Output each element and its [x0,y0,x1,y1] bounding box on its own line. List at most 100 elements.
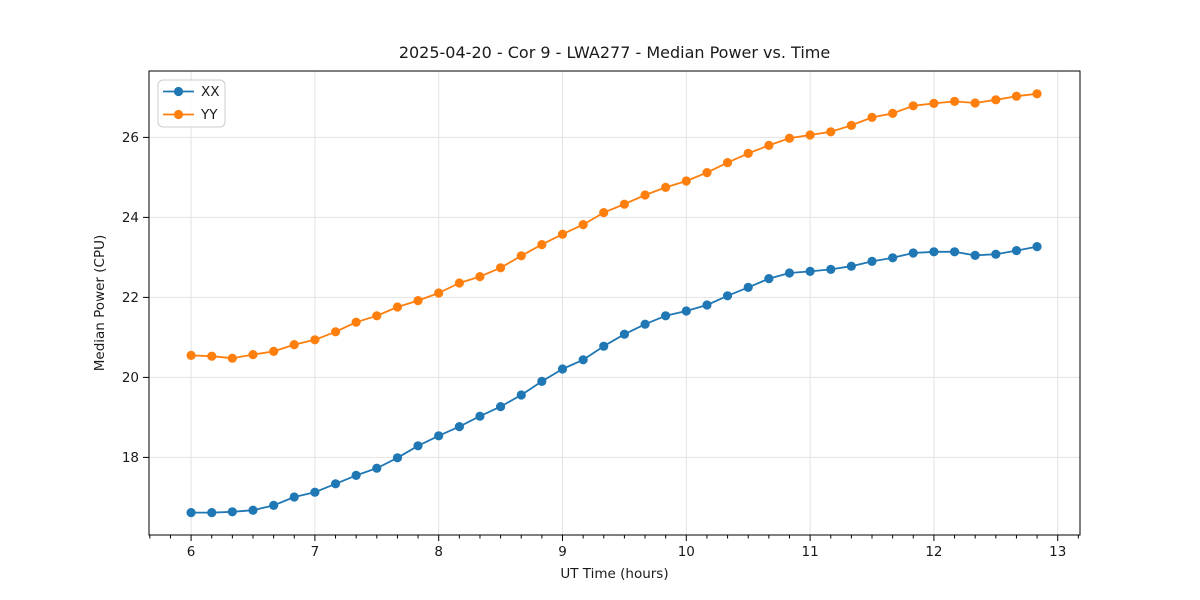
data-point-xx [826,264,836,274]
data-point-yy [413,296,423,306]
data-point-yy [1011,91,1022,101]
data-point-yy [991,95,1001,105]
data-point-yy [846,120,856,130]
data-point-xx [392,453,403,463]
x-tick-label: 10 [678,544,695,560]
y-tick-label: 24 [122,210,139,226]
legend-marker-xx [173,86,184,97]
data-point-xx [929,247,939,257]
data-point-xx [351,470,361,480]
data-point-yy [227,353,237,363]
data-point-yy [764,140,774,150]
y-axis-label: Median Power (CPU) [92,235,108,371]
data-point-xx [496,402,506,412]
axis-layer: 6 7 8 9 10 11 12 13 18 20 22 24 26 [122,130,1079,560]
data-point-xx [578,355,588,365]
data-point-xx [269,500,279,510]
data-point-xx [454,422,464,432]
data-point-yy [248,350,258,360]
data-point-yy [929,98,939,108]
data-point-xx [413,441,423,451]
series-line-xx [191,245,1038,514]
series-layer [186,89,1042,518]
x-axis-label: UT Time (hours) [560,566,668,582]
x-tick-label: 7 [311,544,320,560]
data-point-yy [186,350,196,360]
data-point-yy [269,346,279,356]
data-point-yy [310,335,320,345]
x-tick-label: 11 [802,544,819,560]
grid-layer [149,71,1080,535]
data-point-xx [743,282,753,292]
data-point-xx [434,431,444,441]
x-tick-label: 12 [925,544,942,560]
data-point-yy [434,288,444,298]
data-point-yy [1032,89,1042,99]
data-point-xx [661,311,671,321]
series-xx [186,242,1042,518]
data-point-xx [867,256,877,266]
data-point-xx [949,247,960,257]
y-tick-label: 18 [122,450,139,466]
data-point-yy [722,158,733,168]
data-point-xx [805,266,815,276]
data-point-xx [599,341,609,351]
y-tick-label: 26 [122,130,139,146]
data-point-xx [475,411,485,421]
plot-area-border [148,70,1081,536]
data-point-yy [454,278,464,288]
data-point-xx [784,268,795,278]
legend: XX YY [157,79,226,128]
x-tick-label: 8 [434,544,443,560]
data-point-xx [722,291,733,301]
data-point-yy [537,240,547,250]
data-point-xx [1011,246,1022,256]
data-point-xx [516,390,526,400]
legend-label-yy: YY [200,107,218,123]
data-point-xx [207,507,217,518]
data-point-xx [991,249,1001,259]
data-point-xx [846,261,856,271]
data-point-yy [599,208,609,218]
data-point-yy [681,176,691,186]
data-point-yy [867,112,877,122]
data-point-yy [516,251,526,261]
data-point-xx [248,505,258,515]
data-point-yy [351,317,361,327]
data-point-xx [970,250,980,260]
data-point-xx [764,274,774,284]
data-point-yy [826,127,836,137]
data-point-xx [1032,242,1042,252]
data-point-yy [207,351,217,361]
data-point-yy [392,302,403,312]
data-point-xx [537,376,547,386]
data-point-xx [227,507,237,517]
data-point-xx [557,364,568,374]
y-tick-label: 20 [122,370,139,386]
data-point-xx [681,306,691,316]
series-line-yy [191,92,1038,360]
data-point-xx [640,319,650,329]
data-point-yy [702,168,712,178]
data-point-yy [578,220,588,230]
data-point-yy [330,327,341,337]
data-point-yy [949,96,960,106]
data-point-yy [661,182,671,192]
legend-item-xx: XX [163,84,220,100]
legend-marker-yy [173,109,184,120]
data-point-xx [289,492,299,502]
data-point-xx [888,253,898,263]
data-point-yy [289,340,299,350]
data-point-yy [640,190,650,200]
data-point-yy [372,311,382,321]
data-point-yy [908,101,918,111]
x-tick-label: 6 [187,544,196,560]
data-point-yy [784,133,795,143]
legend-item-yy: YY [163,107,218,123]
data-point-yy [970,98,980,108]
data-point-xx [330,479,341,489]
data-point-yy [475,272,485,282]
data-point-yy [557,229,568,239]
